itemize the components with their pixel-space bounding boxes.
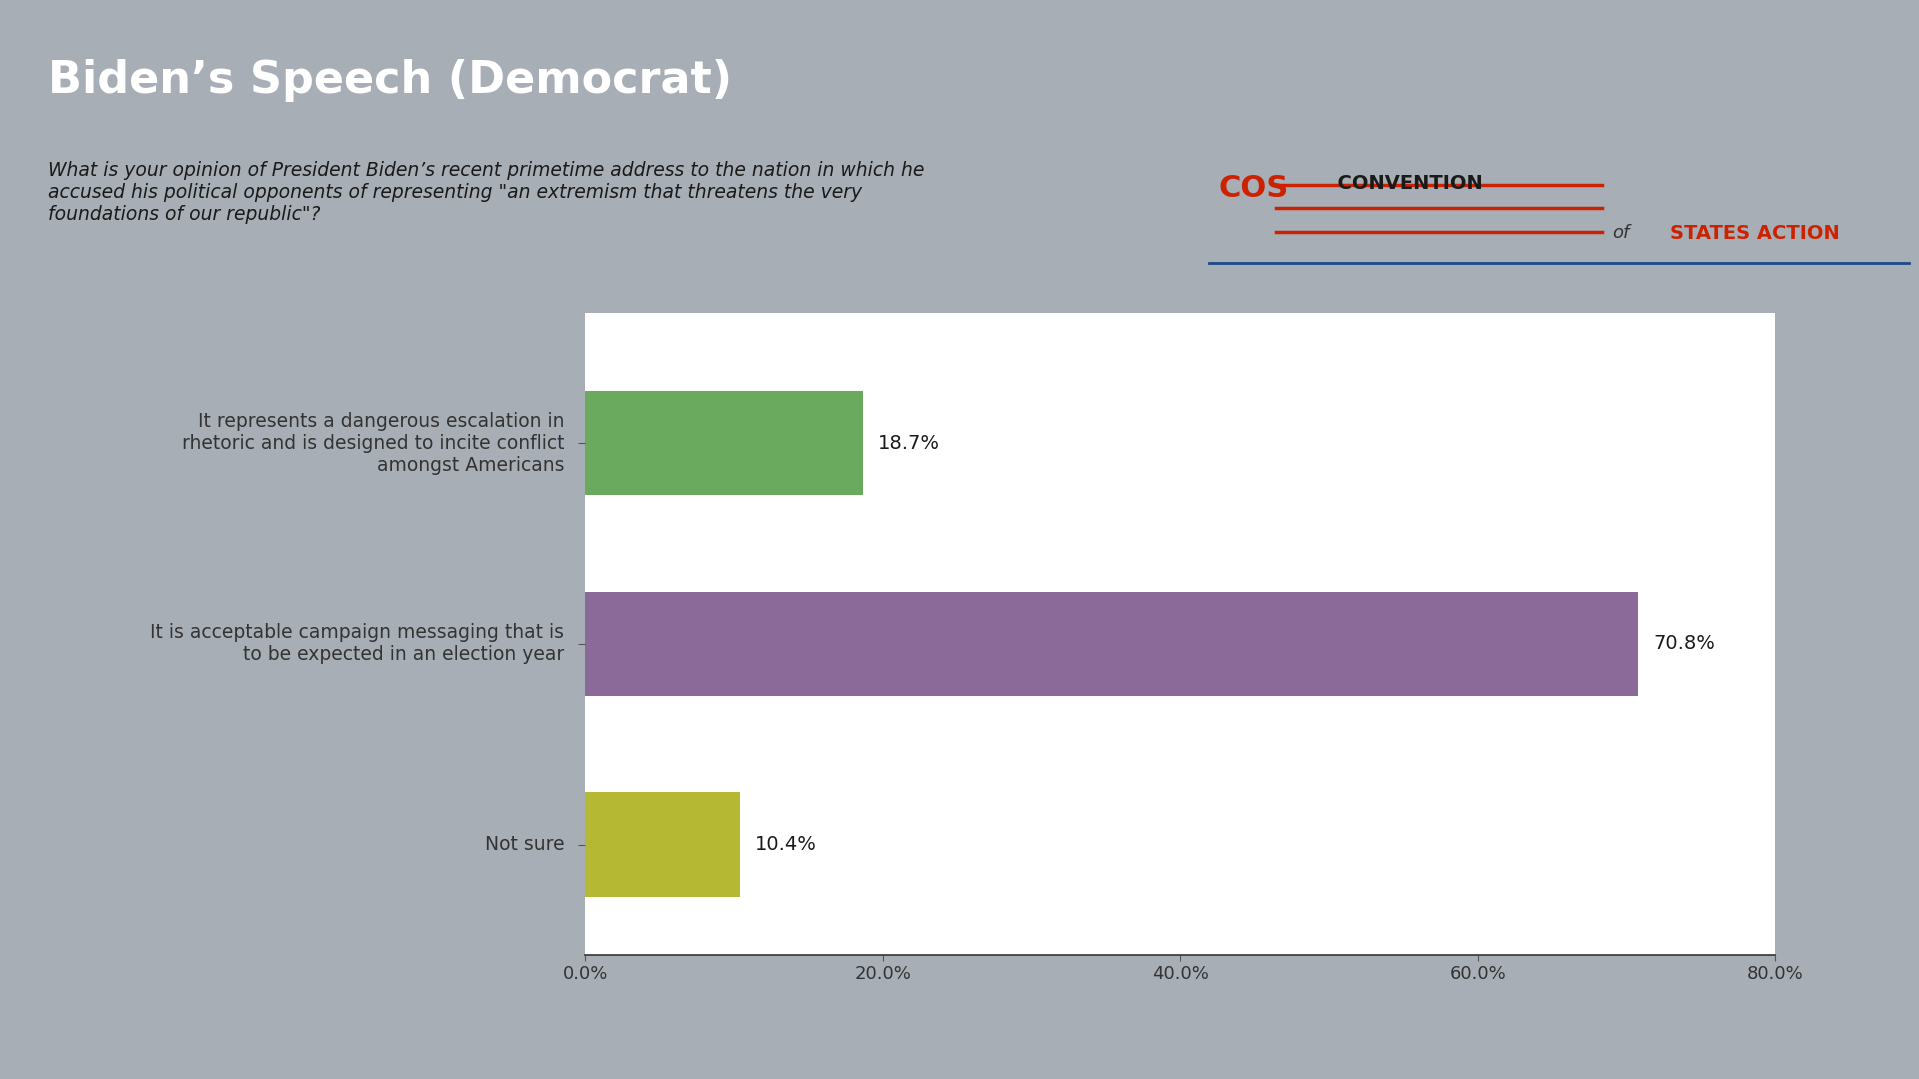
Text: Biden’s Speech (Democrat): Biden’s Speech (Democrat) (48, 58, 733, 101)
Bar (585, 591, 1639, 696)
Text: 10.4%: 10.4% (754, 835, 817, 855)
Text: CONVENTION: CONVENTION (1324, 174, 1483, 193)
Text: COS: COS (1219, 174, 1290, 203)
Text: STATES ACTION: STATES ACTION (1670, 223, 1838, 243)
Text: 18.7%: 18.7% (879, 434, 940, 453)
Bar (585, 392, 864, 495)
Text: of: of (1612, 223, 1629, 242)
Bar (585, 792, 741, 897)
Text: What is your opinion of President Biden’s recent primetime address to the nation: What is your opinion of President Biden’… (48, 161, 925, 224)
Text: 70.8%: 70.8% (1652, 634, 1716, 654)
